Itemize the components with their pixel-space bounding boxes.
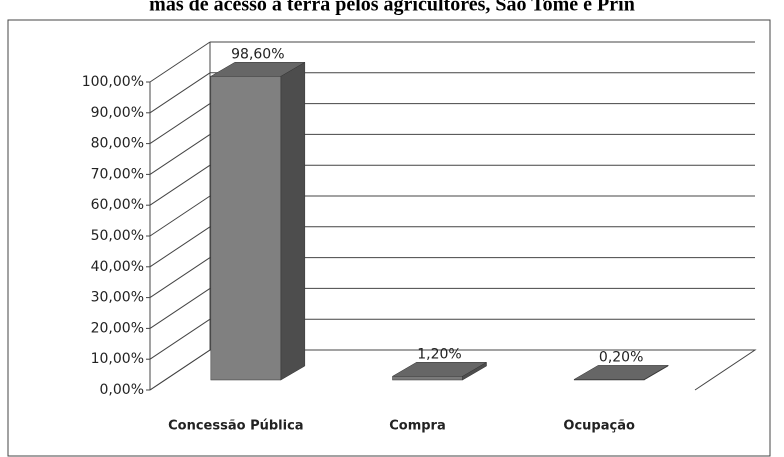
bar-top xyxy=(573,365,670,380)
grid-line xyxy=(149,349,211,391)
y-tick-label: 60,00% xyxy=(91,197,144,213)
grid-line xyxy=(149,287,211,329)
y-tick-label: 0,00% xyxy=(100,382,144,398)
grid-line xyxy=(149,226,211,268)
data-label: 1,20% xyxy=(417,346,461,362)
grid-line xyxy=(149,72,211,114)
bar-side xyxy=(280,61,306,381)
y-tick-label: 40,00% xyxy=(91,259,144,275)
grid-line xyxy=(149,103,211,145)
bar xyxy=(210,76,282,381)
x-tick-label: Concessão Pública xyxy=(168,419,303,434)
grid-line xyxy=(149,41,211,83)
y-tick-label: 50,00% xyxy=(91,228,144,244)
y-tick-label: 30,00% xyxy=(91,290,144,306)
bar xyxy=(392,376,463,381)
bar xyxy=(573,379,645,381)
y-tick-label: 80,00% xyxy=(91,136,144,152)
x-tick-label: Ocupação xyxy=(563,419,635,434)
data-label: 98,60% xyxy=(231,46,284,62)
grid-line xyxy=(149,133,211,175)
chart-frame xyxy=(7,19,771,457)
grid-line xyxy=(149,164,211,206)
grid-line xyxy=(149,195,211,237)
grid-line xyxy=(149,318,211,360)
y-tick-label: 70,00% xyxy=(91,166,144,182)
y-tick-label: 90,00% xyxy=(91,105,144,121)
y-tick-label: 20,00% xyxy=(91,320,144,336)
y-tick-label: 10,00% xyxy=(91,351,144,367)
data-label: 0,20% xyxy=(599,349,643,365)
chart-title: mas de acesso à terra pelos agricultores… xyxy=(149,0,635,16)
grid-line xyxy=(149,257,211,299)
x-tick-label: Compra xyxy=(389,419,446,434)
y-tick-label: 100,00% xyxy=(82,74,144,90)
